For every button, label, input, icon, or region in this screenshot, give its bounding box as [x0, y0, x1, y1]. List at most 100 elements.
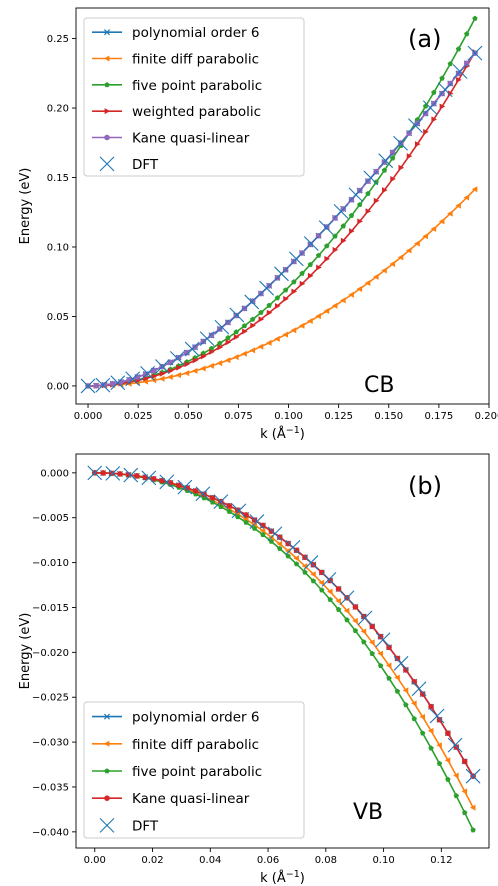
- data-point: [141, 470, 157, 486]
- data-point: [276, 534, 283, 540]
- data-point: [243, 512, 249, 518]
- data-point: [274, 302, 281, 309]
- data-point: [411, 700, 417, 707]
- legend-box: [83, 701, 305, 839]
- series-0-1: [84, 186, 478, 389]
- data-point: [445, 776, 451, 782]
- y-tick-label: −0.040: [32, 827, 69, 838]
- data-point: [390, 176, 396, 183]
- data-point: [315, 313, 321, 320]
- data-point: [200, 365, 206, 372]
- data-point: [335, 586, 342, 592]
- data-point: [257, 343, 264, 350]
- legend-box: [83, 17, 305, 177]
- data-point: [241, 323, 248, 329]
- y-axis-label: Energy (eV): [18, 613, 33, 690]
- data-point: [455, 202, 461, 209]
- y-tick-label: 0.05: [47, 312, 69, 323]
- data-point: [307, 318, 313, 325]
- data-point: [429, 708, 445, 724]
- data-point: [318, 220, 334, 236]
- data-point: [378, 153, 394, 169]
- data-point: [340, 223, 346, 229]
- data-point: [225, 319, 231, 326]
- data-point: [414, 141, 421, 148]
- data-point: [386, 644, 392, 651]
- data-point: [151, 373, 158, 380]
- data-point: [288, 251, 304, 267]
- data-point: [105, 466, 121, 481]
- data-point: [184, 361, 191, 368]
- data-point: [192, 344, 198, 350]
- data-point: [259, 527, 266, 534]
- y-tick-label: 0.15: [47, 173, 69, 184]
- legend-entry: Kane quasi-linear: [132, 131, 250, 147]
- data-point: [183, 370, 190, 377]
- data-point: [123, 467, 139, 483]
- data-point: [357, 201, 363, 208]
- data-point: [249, 347, 256, 354]
- data-point: [324, 243, 330, 249]
- data-point: [411, 681, 427, 697]
- data-point: [455, 46, 462, 52]
- data-point: [169, 350, 185, 366]
- band-annotation: VB: [353, 800, 383, 825]
- series-line: [94, 472, 474, 831]
- x-tick-label: 0.075: [224, 411, 253, 422]
- data-point: [307, 272, 314, 279]
- data-point: [453, 793, 459, 799]
- x-tick-label: 0.125: [324, 411, 353, 422]
- data-point: [110, 375, 126, 391]
- data-point: [377, 663, 384, 669]
- data-point: [299, 270, 305, 276]
- x-tick-label: 0.12: [430, 855, 452, 866]
- data-point: [340, 297, 346, 304]
- data-point: [140, 365, 155, 381]
- data-point: [402, 687, 409, 694]
- data-point: [360, 628, 367, 635]
- x-tick-label: 0.200: [475, 411, 498, 422]
- data-point: [200, 353, 207, 360]
- data-point: [348, 187, 364, 203]
- data-point: [200, 338, 207, 345]
- y-tick-label: 0.25: [47, 34, 69, 45]
- data-point: [414, 240, 420, 247]
- data-point: [447, 80, 454, 87]
- data-point: [108, 470, 115, 477]
- data-point: [225, 339, 232, 346]
- panel-b: 0.00 0.02 0.04 0.06 0.08 0.10 0.12 0.000 −0.005 −…: [18, 453, 490, 886]
- data-point: [225, 335, 231, 341]
- data-point: [463, 194, 470, 201]
- data-point: [394, 655, 401, 662]
- legend-entry: five point parabolic: [132, 764, 262, 780]
- data-point: [259, 280, 275, 296]
- legend-marker: [104, 82, 110, 88]
- data-point: [331, 302, 338, 309]
- data-point: [159, 370, 166, 377]
- data-point: [461, 758, 468, 765]
- data-point: [277, 545, 283, 551]
- data-point: [209, 499, 216, 505]
- data-point: [244, 294, 260, 310]
- data-point: [226, 508, 232, 514]
- data-point: [352, 604, 359, 610]
- data-point: [151, 367, 157, 374]
- data-point: [447, 737, 463, 753]
- data-point: [274, 266, 289, 282]
- data-point: [332, 246, 339, 253]
- data-point: [175, 372, 181, 379]
- data-point: [158, 375, 165, 382]
- data-point: [208, 332, 215, 339]
- data-point: [364, 280, 371, 287]
- data-point: [324, 255, 330, 262]
- legend-marker: [104, 134, 110, 141]
- data-point: [241, 305, 248, 312]
- y-tick-label: −0.035: [32, 782, 69, 793]
- data-point: [411, 716, 417, 722]
- data-point: [95, 377, 111, 393]
- data-point: [276, 540, 283, 547]
- data-point: [381, 267, 387, 274]
- data-point: [224, 357, 231, 364]
- y-tick-label: −0.020: [32, 648, 69, 659]
